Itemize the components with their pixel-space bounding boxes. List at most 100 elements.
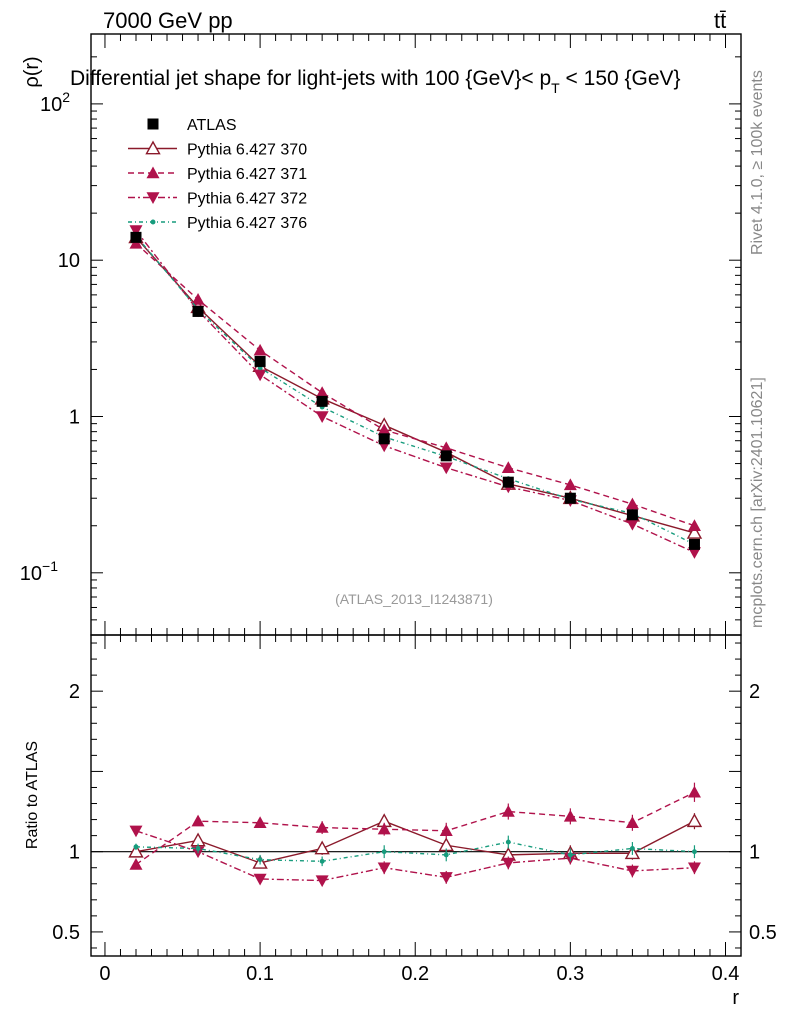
data-point: [440, 450, 452, 462]
data-point: [378, 433, 390, 445]
data-point: [686, 813, 703, 828]
legend-label: Pythia 6.427 372: [187, 191, 307, 208]
data-point: [564, 492, 576, 504]
x-tick-label: 0.1: [246, 963, 274, 985]
main-y-tick-label: 10: [58, 250, 80, 272]
main-series-atlas: [130, 231, 700, 550]
series-line: [135, 236, 695, 534]
ratio-series-4: [133, 835, 697, 867]
data-point: [195, 846, 201, 851]
data-point: [133, 844, 139, 850]
data-point: [439, 441, 453, 454]
process-label: tt̄: [714, 8, 726, 33]
x-tick-label: 0.4: [712, 963, 740, 985]
data-point: [128, 843, 144, 858]
legend: ATLAS Pythia 6.427 370 Pythia 6.427 371 Pyt…: [128, 117, 307, 232]
ratio-y-tick-label: 2: [69, 681, 80, 703]
ratio-y-tick-label-right: 1: [749, 842, 760, 864]
series-line: [135, 830, 695, 882]
legend-label: ATLAS: [187, 117, 237, 134]
ratio-series-3: [129, 825, 701, 888]
plot-title-subscript: T: [551, 80, 560, 96]
main-series-4: [133, 233, 697, 547]
data-point: [501, 857, 515, 870]
data-point: [130, 231, 142, 243]
data-point: [316, 395, 328, 407]
legend-marker: [150, 219, 156, 225]
data-point: [129, 225, 143, 237]
x-tick-label: 0.2: [401, 963, 429, 985]
main-x-ticks: [104, 34, 726, 635]
legend-item: Pythia 6.427 372: [128, 191, 307, 208]
data-point: [377, 423, 391, 436]
legend-marker: [147, 118, 159, 130]
main-series-2: [129, 236, 701, 531]
series-line: [135, 235, 695, 546]
data-point: [563, 809, 577, 822]
ratio-y-ticks: 0.5 0.5 1 1 2 2: [52, 642, 777, 949]
data-point: [319, 858, 325, 864]
data-point: [692, 849, 697, 855]
data-point: [253, 873, 267, 886]
ratio-series-group: [91, 782, 741, 888]
main-y-tick-label: 1: [69, 406, 80, 428]
ratio-y-axis-label: Ratio to ATLAS: [24, 741, 41, 849]
data-point: [377, 822, 391, 835]
main-series-group: [128, 225, 703, 559]
analysis-id-label: (ATLAS_2013_I1243871): [335, 591, 493, 607]
data-point: [253, 369, 267, 382]
legend-item: Pythia 6.427 371: [128, 166, 307, 183]
data-point: [625, 518, 639, 531]
legend-item: Pythia 6.427 370: [128, 140, 307, 159]
data-point: [686, 524, 703, 539]
data-point: [439, 462, 453, 475]
data-point: [625, 816, 639, 828]
data-point: [191, 293, 205, 305]
data-point: [192, 305, 204, 317]
plot-title-main: Differential jet shape for light-jets wi…: [70, 67, 551, 90]
main-y-tick-label: 10−1: [20, 558, 58, 585]
legend-marker: [145, 140, 161, 155]
data-point: [315, 386, 329, 398]
data-point: [439, 824, 453, 837]
data-point: [625, 865, 639, 878]
data-point: [501, 805, 515, 817]
data-point: [567, 852, 573, 858]
data-point: [191, 814, 205, 827]
ratio-y-tick-label-right: 0.5: [749, 922, 777, 944]
data-point: [315, 875, 329, 888]
legend-label: Pythia 6.427 370: [187, 142, 307, 159]
data-point: [502, 476, 514, 488]
data-point: [687, 785, 701, 798]
data-point: [253, 816, 267, 828]
data-point: [443, 852, 449, 858]
data-point: [687, 519, 701, 531]
mcplots-label: mcplots.cern.ch [arXiv:2401.10621]: [749, 377, 766, 628]
data-point: [439, 872, 453, 884]
series-line: [135, 242, 695, 527]
plot-title: Differential jet shape for light-jets wi…: [70, 67, 681, 96]
data-point: [626, 509, 638, 521]
main-series-3: [129, 225, 701, 559]
series-line: [135, 820, 695, 864]
energy-label: 7000 GeV pp: [103, 8, 233, 33]
data-point: [377, 862, 391, 875]
legend-item: Pythia 6.427 376: [128, 215, 307, 232]
ratio-y-tick-label: 0.5: [52, 922, 80, 944]
rivet-version-label: Rivet 4.1.0, ≥ 100k events: [749, 70, 766, 255]
legend-marker: [146, 166, 160, 179]
data-point: [687, 862, 701, 875]
data-point: [253, 343, 267, 356]
legend-marker: [146, 192, 160, 204]
ratio-y-tick-label: 1: [69, 842, 80, 864]
x-tick-label: 0: [99, 963, 110, 985]
data-point: [629, 846, 635, 851]
legend-item: ATLAS: [147, 117, 237, 134]
ratio-y-tick-label-right: 2: [749, 681, 760, 703]
plot-title-tail: < 150 {GeV}: [560, 67, 681, 90]
data-point: [688, 538, 700, 550]
main-series-1: [128, 229, 703, 539]
main-y-tick-label: 102: [40, 89, 70, 116]
series-line: [135, 791, 695, 866]
